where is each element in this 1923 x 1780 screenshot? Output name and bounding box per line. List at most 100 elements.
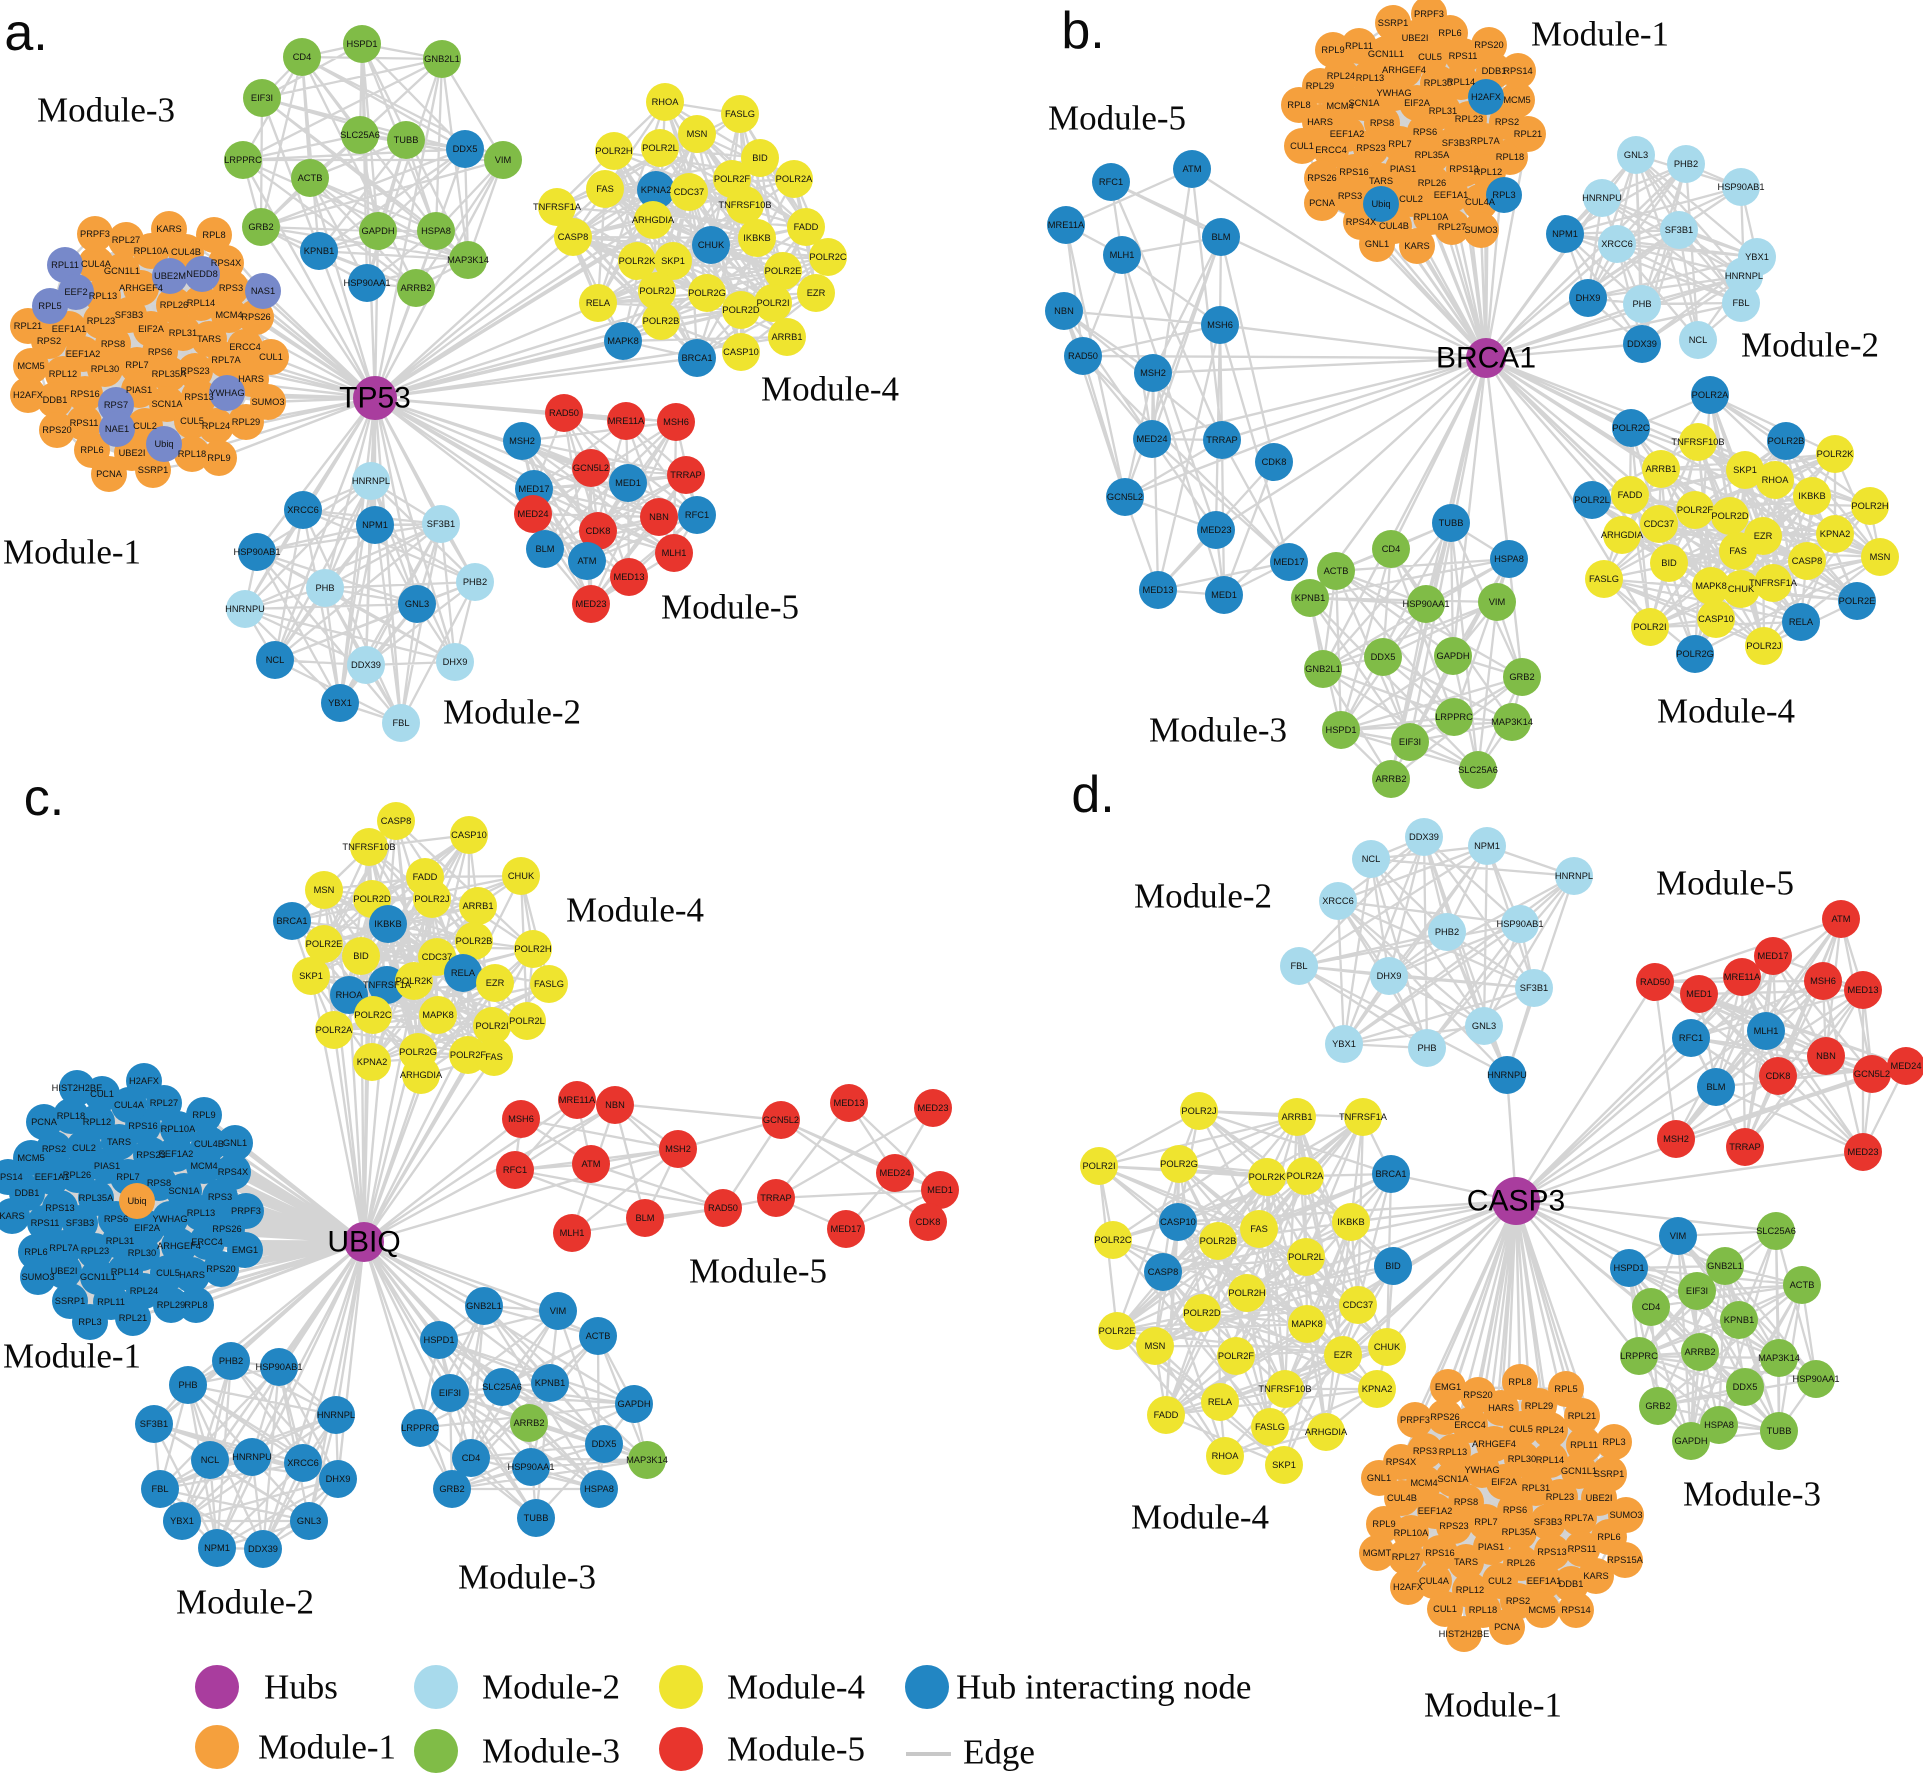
- svg-text:YWHAG: YWHAG: [1376, 88, 1411, 98]
- svg-text:TUBB: TUBB: [1439, 518, 1464, 528]
- svg-text:RPL26: RPL26: [1418, 178, 1446, 188]
- svg-text:HSPA8: HSPA8: [421, 226, 451, 236]
- svg-text:POLR2C: POLR2C: [1094, 1235, 1131, 1245]
- svg-text:CASP3: CASP3: [1467, 1185, 1565, 1218]
- svg-text:RPL31: RPL31: [1522, 1483, 1550, 1493]
- svg-text:ARRB1: ARRB1: [462, 901, 493, 911]
- svg-text:PRPF3: PRPF3: [1414, 9, 1444, 19]
- svg-text:MED13: MED13: [1847, 985, 1878, 995]
- svg-text:ARRB2: ARRB2: [513, 1418, 544, 1428]
- svg-text:EZR: EZR: [807, 288, 826, 298]
- svg-text:RPL23: RPL23: [1546, 1492, 1574, 1502]
- svg-text:ARRB2: ARRB2: [1375, 774, 1406, 784]
- svg-text:UBE2I: UBE2I: [1402, 33, 1429, 43]
- svg-text:KARS: KARS: [1583, 1571, 1608, 1581]
- svg-text:Module-5: Module-5: [1048, 99, 1186, 138]
- svg-text:CASP10: CASP10: [723, 347, 759, 357]
- svg-text:MED1: MED1: [615, 478, 641, 488]
- svg-text:FASLG: FASLG: [1255, 1422, 1285, 1432]
- svg-text:CUL5: CUL5: [156, 1268, 180, 1278]
- svg-text:SCN1A: SCN1A: [1348, 98, 1380, 108]
- svg-text:NBN: NBN: [1816, 1051, 1836, 1061]
- svg-text:POLR2G: POLR2G: [1160, 1159, 1198, 1169]
- svg-text:RPL26: RPL26: [1507, 1558, 1535, 1568]
- svg-text:CUL2: CUL2: [72, 1143, 96, 1153]
- svg-text:BRCA1: BRCA1: [1375, 1169, 1406, 1179]
- svg-text:MED17: MED17: [1273, 557, 1304, 567]
- svg-text:XRCC6: XRCC6: [1601, 239, 1633, 249]
- svg-text:YBX1: YBX1: [328, 698, 352, 708]
- svg-text:RPL21: RPL21: [1568, 1411, 1596, 1421]
- svg-text:MRE11A: MRE11A: [1048, 220, 1085, 230]
- svg-text:CUL2: CUL2: [1488, 1576, 1512, 1586]
- svg-text:CASP10: CASP10: [1160, 1217, 1196, 1227]
- svg-text:EIF3I: EIF3I: [439, 1388, 461, 1398]
- svg-text:CUL1: CUL1: [259, 352, 283, 362]
- svg-text:POLR2L: POLR2L: [642, 143, 678, 153]
- svg-text:RPL29: RPL29: [157, 1300, 185, 1310]
- svg-text:Ubiq: Ubiq: [154, 439, 173, 449]
- svg-text:Module-4: Module-4: [727, 1668, 865, 1707]
- svg-text:VIM: VIM: [495, 155, 512, 165]
- svg-text:TUBB: TUBB: [394, 135, 419, 145]
- svg-text:RPS23: RPS23: [1439, 1521, 1468, 1531]
- svg-text:RPL18: RPL18: [57, 1111, 85, 1121]
- svg-text:GNL3: GNL3: [1472, 1021, 1496, 1031]
- svg-text:RPL21: RPL21: [119, 1313, 147, 1323]
- svg-text:POLR2J: POLR2J: [1181, 1106, 1216, 1116]
- svg-text:RAD50: RAD50: [1640, 977, 1670, 987]
- svg-text:RPS11: RPS11: [1449, 51, 1478, 61]
- svg-text:TRRAP: TRRAP: [670, 470, 702, 480]
- svg-text:ERCC4: ERCC4: [1454, 1420, 1486, 1430]
- svg-text:FBL: FBL: [392, 718, 409, 728]
- svg-text:SCN1A: SCN1A: [168, 1186, 200, 1196]
- svg-text:BID: BID: [353, 951, 369, 961]
- svg-text:HSPA8: HSPA8: [1704, 1420, 1734, 1430]
- svg-text:HNRNPL: HNRNPL: [1725, 271, 1763, 281]
- svg-text:Module-1: Module-1: [3, 1337, 141, 1376]
- svg-text:MSN: MSN: [1145, 1341, 1166, 1351]
- svg-text:MRE11A: MRE11A: [608, 416, 645, 426]
- svg-text:EMG1: EMG1: [232, 1245, 258, 1255]
- svg-text:MCM4: MCM4: [215, 310, 242, 320]
- svg-text:POLR2J: POLR2J: [414, 894, 449, 904]
- svg-text:SUMO3: SUMO3: [1464, 225, 1497, 235]
- svg-text:NEDD8: NEDD8: [186, 269, 218, 279]
- svg-text:EIF2A: EIF2A: [1404, 98, 1431, 108]
- svg-text:Module-3: Module-3: [1683, 1475, 1821, 1514]
- svg-text:KARS: KARS: [1404, 241, 1429, 251]
- svg-text:MED13: MED13: [1142, 585, 1173, 595]
- svg-text:IKBKB: IKBKB: [374, 919, 401, 929]
- svg-text:CASP10: CASP10: [451, 830, 487, 840]
- svg-text:RHOA: RHOA: [1762, 475, 1790, 485]
- svg-text:RPL3: RPL3: [78, 1317, 101, 1327]
- svg-text:NAS1: NAS1: [251, 286, 275, 296]
- svg-text:RPL7A: RPL7A: [211, 355, 241, 365]
- svg-text:CDK8: CDK8: [1262, 457, 1287, 467]
- svg-text:YBX1: YBX1: [1332, 1039, 1356, 1049]
- svg-text:RPS16: RPS16: [70, 389, 99, 399]
- svg-text:SCN1A: SCN1A: [151, 399, 183, 409]
- svg-text:MED24: MED24: [879, 1168, 910, 1178]
- svg-text:SF3B1: SF3B1: [427, 519, 455, 529]
- svg-text:RPL10A: RPL10A: [134, 246, 169, 256]
- svg-text:CUL4A: CUL4A: [81, 259, 112, 269]
- svg-text:POLR2B: POLR2B: [456, 936, 493, 946]
- svg-text:RPS3: RPS3: [208, 1192, 232, 1202]
- svg-text:HSP90AA1: HSP90AA1: [1402, 599, 1449, 609]
- svg-text:RPS4X: RPS4X: [1386, 1457, 1417, 1467]
- svg-text:RPL24: RPL24: [130, 1286, 158, 1296]
- svg-text:RPS13: RPS13: [1449, 164, 1478, 174]
- svg-text:Module-3: Module-3: [482, 1732, 620, 1771]
- svg-text:NBN: NBN: [605, 1100, 625, 1110]
- svg-text:YBX1: YBX1: [1745, 252, 1769, 262]
- svg-text:POLR2I: POLR2I: [475, 1021, 508, 1031]
- svg-text:PCNA: PCNA: [1309, 198, 1336, 208]
- svg-text:SF3B3: SF3B3: [66, 1218, 94, 1228]
- svg-text:Module-2: Module-2: [482, 1668, 620, 1707]
- svg-text:GAPDH: GAPDH: [617, 1399, 650, 1409]
- svg-text:DDX39: DDX39: [351, 660, 381, 670]
- svg-text:MSN: MSN: [687, 129, 708, 139]
- svg-text:RHOA: RHOA: [1212, 1451, 1240, 1461]
- svg-text:RPL35A: RPL35A: [79, 1193, 114, 1203]
